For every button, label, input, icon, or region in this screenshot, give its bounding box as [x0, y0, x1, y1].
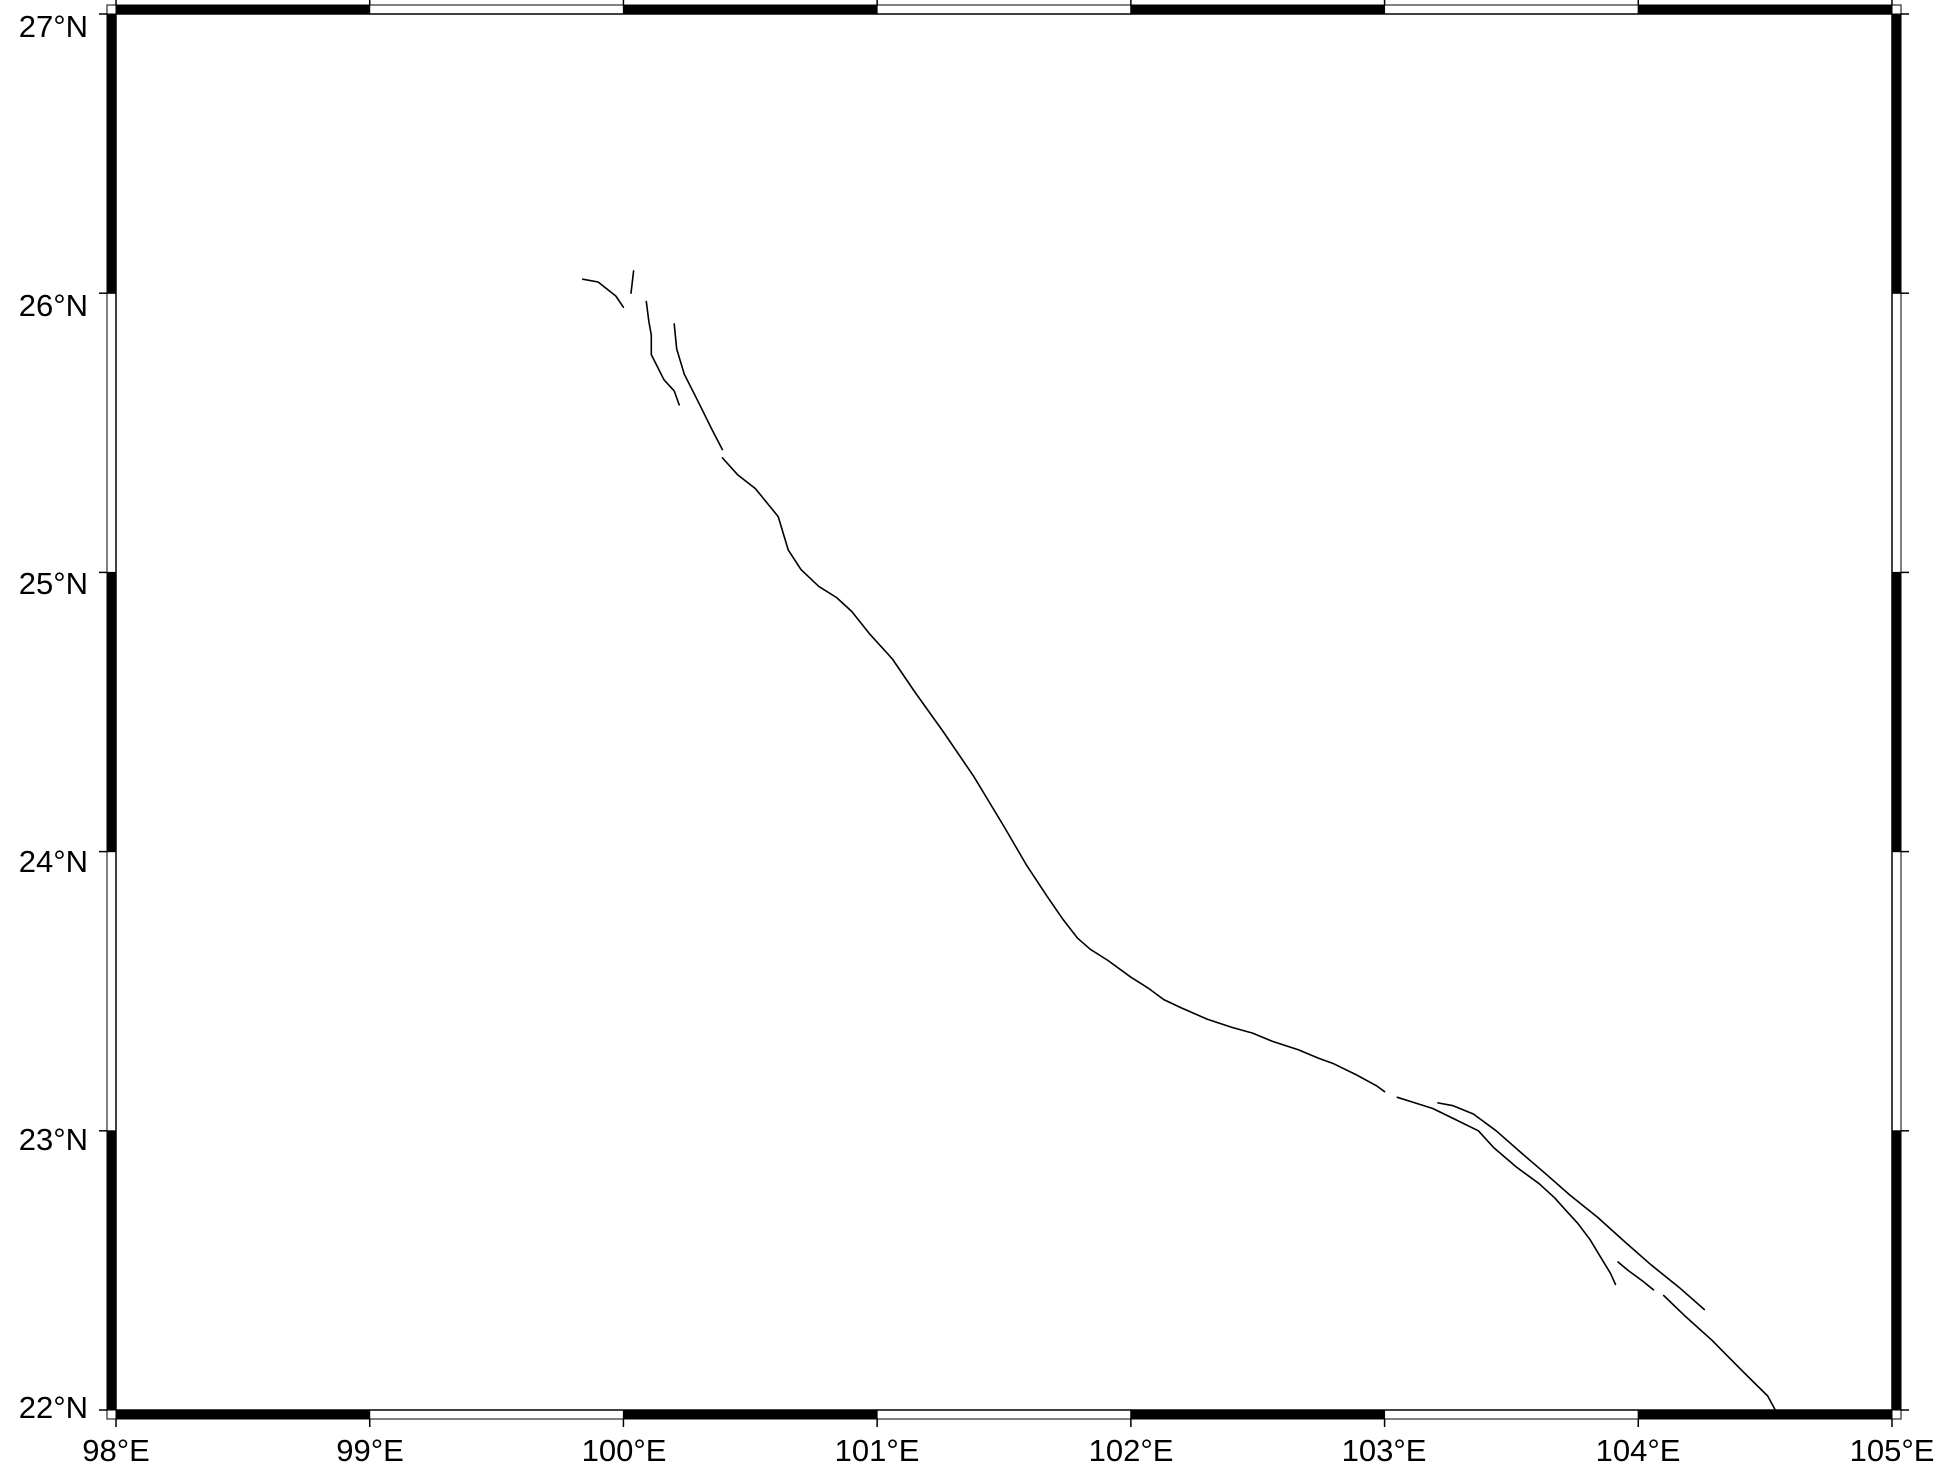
x-tick-label: 104°E: [1596, 1433, 1681, 1465]
frame-segment: [115, 4, 371, 15]
frame-segment: [369, 4, 624, 15]
frame-segment: [1891, 1130, 1902, 1411]
frame-segment: [1637, 4, 1893, 15]
frame-segment: [1130, 1409, 1386, 1420]
frame-segment: [106, 851, 117, 1132]
frame-corner: [1891, 4, 1902, 15]
x-tick-label: 102°E: [1089, 1433, 1174, 1465]
frame-segment: [1891, 571, 1902, 853]
frame-segment: [369, 1409, 624, 1420]
x-tick-label: 98°E: [82, 1433, 150, 1465]
y-tick-label: 27°N: [19, 9, 88, 44]
frame-corner: [106, 4, 117, 15]
frame-segment: [1384, 4, 1639, 15]
frame-corner: [106, 1409, 117, 1420]
frame-segment: [1891, 851, 1902, 1132]
fault-line: [673, 323, 724, 451]
fault-line: [1617, 1261, 1655, 1291]
frame-segment: [106, 571, 117, 853]
y-tick-label: 22°N: [19, 1390, 88, 1425]
frame-segment: [1637, 1409, 1893, 1420]
frame-segment: [622, 1409, 878, 1420]
frame-corner: [1891, 1409, 1902, 1420]
y-axis-labels: 27°N 26°N 25°N 24°N 23°N 22°N: [19, 9, 88, 1425]
y-tick-label: 25°N: [19, 566, 88, 601]
fault-lines: [581, 270, 1777, 1411]
x-axis-labels: 98°E 99°E 100°E 101°E 102°E 103°E 104°E …: [82, 1433, 1934, 1465]
frame-segment: [1891, 292, 1902, 573]
map-frame: [99, 0, 1909, 1427]
x-tick-label: 100°E: [582, 1433, 667, 1465]
fault-line: [645, 300, 681, 406]
frame-segment: [106, 13, 117, 294]
fault-line: [1662, 1294, 1777, 1411]
fault-line: [581, 278, 625, 309]
x-tick-label: 103°E: [1342, 1433, 1427, 1465]
frame-segment: [115, 1409, 371, 1420]
frame-segment: [622, 4, 878, 15]
frame-segment: [876, 1409, 1132, 1420]
x-tick-label: 99°E: [336, 1433, 404, 1465]
frame-segment: [106, 292, 117, 573]
map-border: [115, 13, 1893, 1411]
y-tick-label: 26°N: [19, 288, 88, 323]
frame-segment: [106, 1130, 117, 1411]
fault-line: [721, 457, 1386, 1093]
y-tick-label: 23°N: [19, 1122, 88, 1157]
x-tick-label: 101°E: [835, 1433, 920, 1465]
frame-segment: [876, 4, 1132, 15]
frame-segment: [1891, 13, 1902, 294]
fault-line: [630, 270, 635, 295]
x-tick-label: 105°E: [1850, 1433, 1935, 1465]
frame-segment: [1130, 4, 1386, 15]
fault-line: [1396, 1096, 1617, 1286]
frame-segment: [1384, 1409, 1639, 1420]
y-tick-label: 24°N: [19, 844, 88, 879]
fault-line: [1437, 1102, 1706, 1311]
